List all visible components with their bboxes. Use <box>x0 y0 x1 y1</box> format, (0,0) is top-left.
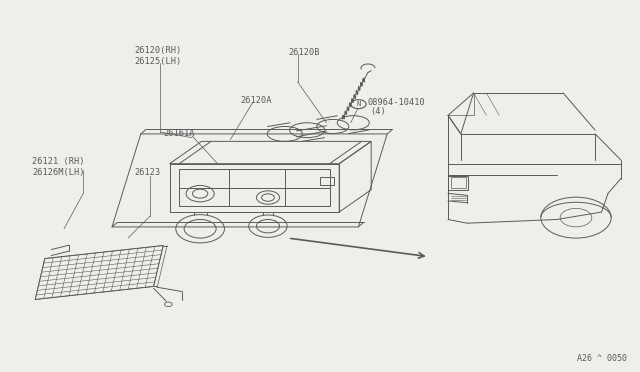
Text: A26 ^ 0050: A26 ^ 0050 <box>577 354 627 363</box>
Bar <box>320 177 334 185</box>
Text: 26120A: 26120A <box>240 96 271 105</box>
Bar <box>448 176 468 190</box>
Text: 08964-10410: 08964-10410 <box>367 98 425 107</box>
Text: 26123: 26123 <box>134 169 161 177</box>
Text: (4): (4) <box>370 107 386 116</box>
Bar <box>451 177 466 188</box>
Text: N: N <box>356 101 360 107</box>
Text: 26120B: 26120B <box>288 48 319 57</box>
Text: 26125(LH): 26125(LH) <box>134 57 182 66</box>
Text: 26120(RH): 26120(RH) <box>134 46 182 55</box>
Text: 26121 (RH): 26121 (RH) <box>32 157 84 166</box>
Text: 26126M(LH): 26126M(LH) <box>32 169 84 177</box>
Text: 26161A: 26161A <box>163 129 195 138</box>
